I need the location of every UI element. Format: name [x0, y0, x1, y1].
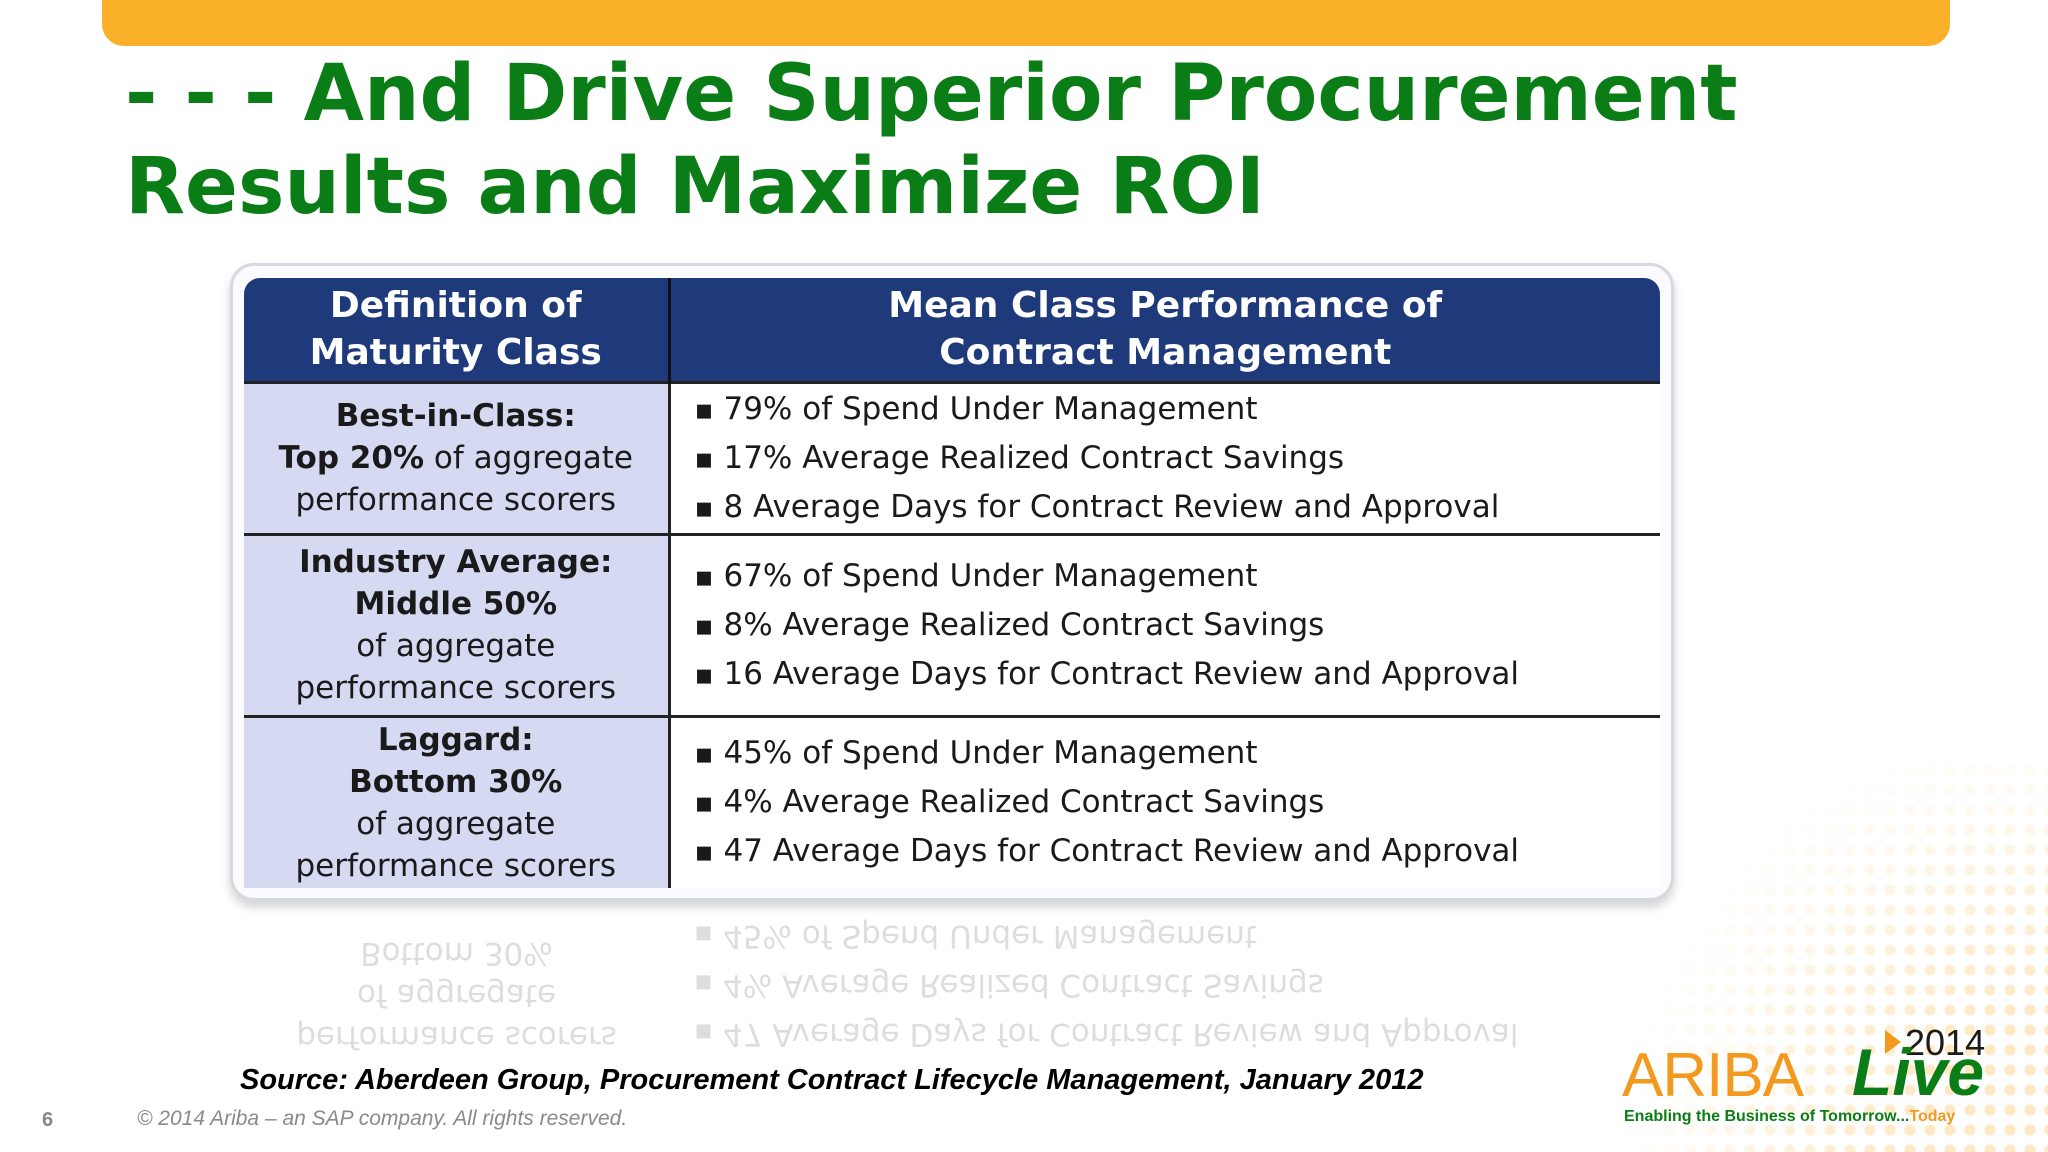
reflection-list-item: 47 Average Days for Contract Review and …: [694, 1009, 1519, 1058]
table-header-row: Definition of Maturity Class Mean Class …: [244, 278, 1660, 382]
logo-year: 2014: [1884, 1022, 1986, 1063]
list-item: 67% of Spend Under Management: [695, 552, 1661, 601]
performance-cell-best-in-class: 79% of Spend Under Management 17% Averag…: [669, 380, 1661, 534]
slide-title: - - - And Drive Superior Procurement Res…: [125, 48, 1825, 234]
source-citation: Source: Aberdeen Group, Procurement Cont…: [240, 1064, 1424, 1096]
logo-tagline: Enabling the Business of Tomorrow...Toda…: [1624, 1108, 1955, 1126]
list-item: 16 Average Days for Contract Review and …: [695, 650, 1661, 699]
list-item: 8% Average Realized Contract Savings: [695, 601, 1661, 650]
maturity-class-table: Definition of Maturity Class Mean Class …: [244, 278, 1660, 888]
logo-live-wordmark: Live: [1852, 1035, 1985, 1109]
performance-cell-industry-average: 67% of Spend Under Management 8% Average…: [669, 532, 1661, 716]
definition-range: Top 20% of aggregate: [244, 437, 668, 479]
list-item: 79% of Spend Under Management: [695, 385, 1661, 434]
reflection-definition: performance scorers of aggregate Bottom …: [244, 932, 669, 1058]
definition-description: of aggregate: [356, 805, 556, 842]
list-item: 47 Average Days for Contract Review and …: [695, 827, 1661, 876]
table-reflection: performance scorers of aggregate Bottom …: [244, 908, 1660, 1058]
definition-label: Laggard:: [377, 721, 534, 758]
header-performance-line2: Contract Management: [939, 332, 1392, 374]
list-item: 4% Average Realized Contract Savings: [695, 778, 1661, 827]
header-definition-line2: Maturity Class: [309, 332, 602, 374]
slide-title-line1: - - - And Drive Superior Procurement: [125, 49, 1738, 139]
list-item: 45% of Spend Under Management: [695, 729, 1661, 778]
reflection-definition-line: of aggregate: [356, 977, 557, 1013]
definition-cell-best-in-class: Best-in-Class: Top 20% of aggregate perf…: [244, 380, 671, 534]
definition-description: performance scorers: [295, 482, 617, 518]
reflection-list-item: 4% Average Realized Contract Savings: [694, 960, 1519, 1009]
definition-description: performance scorers: [295, 670, 617, 706]
definition-label: Industry Average:: [299, 544, 613, 580]
table-row-laggard: Laggard: Bottom 30% of aggregate perform…: [244, 714, 1661, 888]
table-row-industry-average: Industry Average: Middle 50% of aggregat…: [244, 532, 1661, 716]
list-item: 8 Average Days for Contract Review and A…: [695, 483, 1661, 532]
definition-description: of aggregate: [356, 628, 556, 664]
definition-label: Best-in-Class:: [335, 398, 576, 434]
slide-title-line2: Results and Maximize ROI: [125, 142, 1265, 232]
definition-range-bold: Top 20%: [278, 440, 425, 476]
reflection-list-item: 45% of Spend Under Management: [694, 911, 1519, 960]
logo-ariba-wordmark: ARIBA: [1622, 1041, 1804, 1110]
table-row-best-in-class: Best-in-Class: Top 20% of aggregate perf…: [244, 380, 1661, 534]
definition-range-rest: of aggregate: [424, 440, 633, 476]
header-definition: Definition of Maturity Class: [244, 278, 671, 382]
reflection-definition-line: Bottom 30%: [360, 935, 553, 971]
definition-range: Bottom 30%: [349, 763, 563, 800]
decorative-dot-pattern: [1640, 760, 2048, 1152]
header-definition-line1: Definition of: [329, 285, 582, 327]
reflection-performance: 47 Average Days for Contract Review and …: [694, 911, 1519, 1058]
logo-tagline-accent: Today: [1909, 1108, 1956, 1125]
header-performance: Mean Class Performance of Contract Manag…: [669, 278, 1660, 382]
copyright-notice: © 2014 Ariba – an SAP company. All right…: [137, 1107, 628, 1130]
definition-cell-industry-average: Industry Average: Middle 50% of aggregat…: [244, 532, 671, 716]
list-item: 17% Average Realized Contract Savings: [695, 434, 1661, 483]
logo-tagline-main: Enabling the Business of Tomorrow...: [1624, 1108, 1910, 1125]
definition-cell-laggard: Laggard: Bottom 30% of aggregate perform…: [244, 714, 671, 888]
top-accent-bar: [102, 0, 1950, 46]
reflection-definition-line: performance scorers: [296, 1019, 617, 1055]
page-number: 6: [42, 1109, 54, 1131]
performance-cell-laggard: 45% of Spend Under Management 4% Average…: [669, 714, 1661, 888]
definition-range: Middle 50%: [354, 586, 558, 622]
header-performance-line1: Mean Class Performance of: [888, 285, 1443, 327]
definition-description: performance scorers: [295, 847, 617, 884]
